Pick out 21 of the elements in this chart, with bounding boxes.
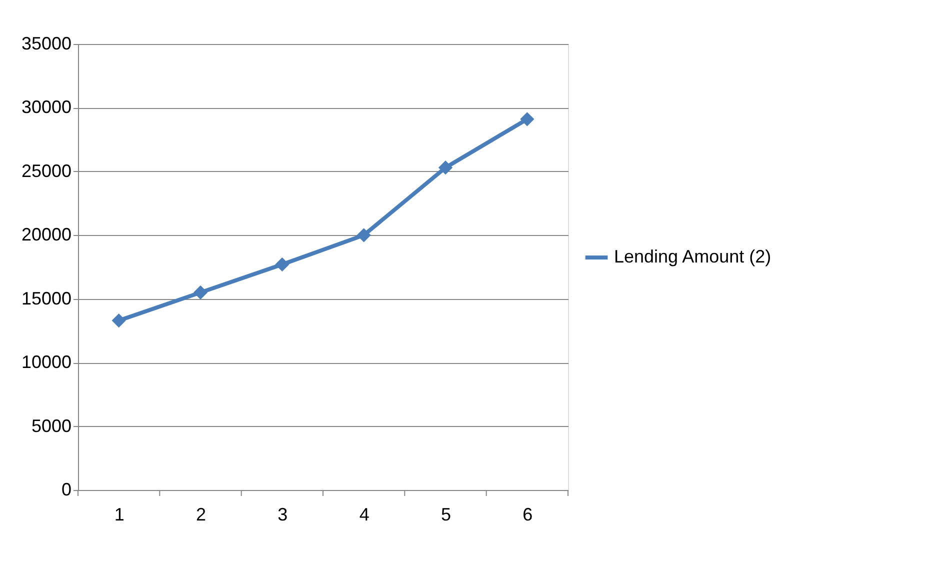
y-tick-label: 30000 bbox=[21, 97, 72, 118]
point bbox=[520, 112, 534, 126]
y-tick-label: 5000 bbox=[31, 416, 72, 436]
legend-label: Lending Amount (2) bbox=[614, 246, 772, 266]
x-tick-label: 4 bbox=[359, 504, 370, 524]
y-tick-label: 15000 bbox=[21, 288, 72, 308]
x-tick-label: 5 bbox=[440, 504, 452, 524]
point bbox=[193, 285, 208, 300]
x-tick-label: 3 bbox=[278, 504, 288, 524]
y-tick-label: 25000 bbox=[21, 160, 72, 181]
x-tick-label: 1 bbox=[114, 504, 124, 524]
point bbox=[275, 257, 290, 272]
y-tick-label: 35000 bbox=[21, 34, 72, 54]
x-tick-label: 6 bbox=[522, 504, 533, 524]
y-tick-label: 20000 bbox=[21, 224, 72, 245]
point bbox=[438, 160, 453, 175]
point bbox=[112, 313, 126, 328]
x-tick-label: 2 bbox=[196, 504, 206, 524]
y-tick-label: 10000 bbox=[21, 352, 72, 372]
point bbox=[356, 228, 371, 242]
y-tick-label: 0 bbox=[61, 480, 72, 500]
